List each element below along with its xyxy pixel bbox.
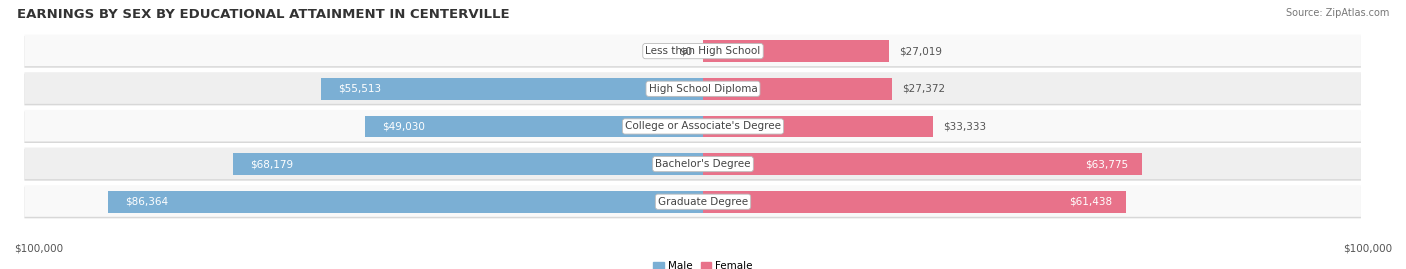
Text: $33,333: $33,333 <box>943 121 986 132</box>
Text: College or Associate's Degree: College or Associate's Degree <box>626 121 780 132</box>
Text: Bachelor's Degree: Bachelor's Degree <box>655 159 751 169</box>
FancyBboxPatch shape <box>24 34 1361 66</box>
FancyBboxPatch shape <box>24 185 1361 217</box>
Bar <box>703 40 889 62</box>
Bar <box>108 191 703 213</box>
Text: Graduate Degree: Graduate Degree <box>658 197 748 207</box>
Bar <box>366 115 703 137</box>
Text: $68,179: $68,179 <box>250 159 294 169</box>
FancyBboxPatch shape <box>24 36 1361 68</box>
Bar <box>703 191 1126 213</box>
Text: $61,438: $61,438 <box>1070 197 1112 207</box>
Bar <box>233 153 703 175</box>
Text: $100,000: $100,000 <box>1343 243 1392 253</box>
FancyBboxPatch shape <box>24 72 1361 104</box>
Text: Less than High School: Less than High School <box>645 46 761 56</box>
FancyBboxPatch shape <box>24 74 1361 105</box>
FancyBboxPatch shape <box>24 110 1361 141</box>
Text: $55,513: $55,513 <box>337 84 381 94</box>
Text: $63,775: $63,775 <box>1085 159 1129 169</box>
Bar <box>703 78 891 100</box>
Bar <box>321 78 703 100</box>
FancyBboxPatch shape <box>24 147 1361 179</box>
Text: Source: ZipAtlas.com: Source: ZipAtlas.com <box>1285 8 1389 18</box>
Text: $100,000: $100,000 <box>14 243 63 253</box>
Bar <box>703 115 932 137</box>
Text: EARNINGS BY SEX BY EDUCATIONAL ATTAINMENT IN CENTERVILLE: EARNINGS BY SEX BY EDUCATIONAL ATTAINMEN… <box>17 8 509 21</box>
Text: $0: $0 <box>679 46 693 56</box>
FancyBboxPatch shape <box>24 111 1361 143</box>
Legend: Male, Female: Male, Female <box>650 257 756 269</box>
Text: $27,372: $27,372 <box>901 84 945 94</box>
FancyBboxPatch shape <box>24 187 1361 218</box>
Bar <box>703 153 1142 175</box>
Text: $27,019: $27,019 <box>900 46 942 56</box>
Text: High School Diploma: High School Diploma <box>648 84 758 94</box>
Text: $86,364: $86,364 <box>125 197 169 207</box>
FancyBboxPatch shape <box>24 149 1361 181</box>
Text: $49,030: $49,030 <box>382 121 425 132</box>
